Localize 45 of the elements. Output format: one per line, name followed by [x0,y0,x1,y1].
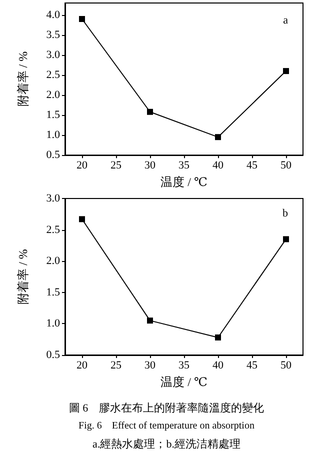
y-axis-title: 附着率 / % [16,249,30,304]
point [79,16,85,22]
x-tick-label: 30 [144,160,156,172]
x-axis-title: 温度 / ℃ [160,374,208,389]
y-tick-label: 1.5 [46,109,60,122]
y-tick-label: 3.5 [46,29,60,42]
x-tick-label: 35 [178,160,190,172]
point [215,134,221,140]
y-axis-title: 附着率 / % [16,51,30,107]
point [215,334,221,340]
y-tick-label: 2.5 [46,69,60,82]
y-tick-label: 2.5 [46,224,60,236]
y-tick-label: 0.5 [46,349,60,361]
point [283,236,289,242]
y-tick-label: 3.0 [46,49,60,62]
caption: Fig. 6 Effect of temperature on absorption [78,420,254,432]
x-tick-label: 20 [76,160,88,172]
y-tick-label: 4.0 [46,9,60,22]
y-tick-label: 3.0 [46,192,60,204]
text: a [283,14,288,26]
text: a.經熱水處理；b.經洗洁精處理 [92,438,240,450]
y-tick-label: 1.5 [46,286,60,298]
text: b [282,208,288,220]
point [79,216,85,222]
x-tick-label: 50 [280,360,292,372]
point [147,318,153,324]
x-axis-title: 温度 / ℃ [160,175,208,189]
y-tick-label: 1.0 [46,129,60,142]
x-tick-label: 25 [110,360,122,372]
x-tick-label: 40 [212,160,224,172]
x-tick-label: 45 [246,360,258,372]
y-tick-label: 0.5 [46,149,60,162]
x-tick-label: 25 [110,160,122,172]
x-tick-label: 20 [76,360,88,372]
y-tick-label: 2.0 [46,255,60,268]
point [147,108,153,115]
x-tick-label: 40 [212,360,224,372]
x-tick-label: 35 [178,360,190,372]
x-tick-label: 50 [280,160,292,172]
x-tick-label: 30 [144,360,156,372]
y-tick-label: 1.0 [46,318,60,330]
x-tick-label: 45 [246,160,258,172]
caption: 圖 6 膠水在布上的附著率隨溫度的變化 [68,402,264,414]
point [283,68,289,74]
y-tick-label: 2.0 [46,89,60,102]
